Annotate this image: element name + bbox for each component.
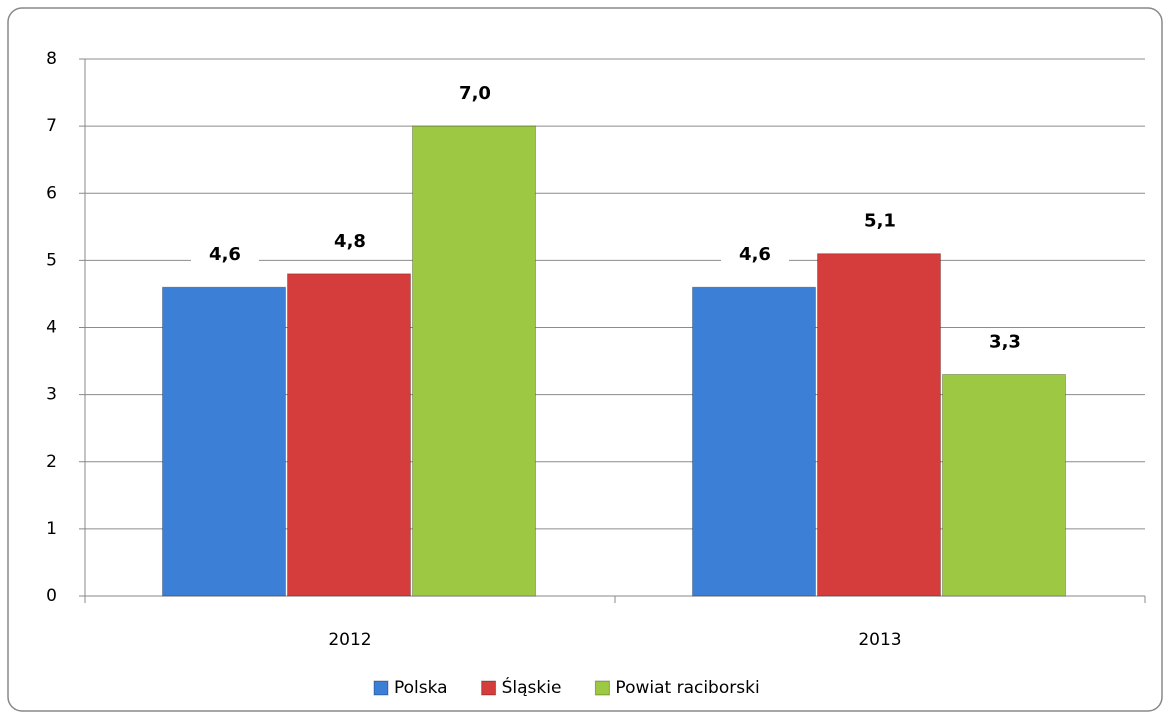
x-tick-label: 2013 xyxy=(858,630,901,650)
legend-label: Powiat raciborski xyxy=(615,678,759,698)
data-label-bg xyxy=(191,241,259,270)
data-label-bg xyxy=(441,80,509,109)
data-label-bg xyxy=(846,207,914,236)
data-label-bg xyxy=(721,241,789,270)
legend-label: Śląskie xyxy=(502,676,562,698)
data-label: 4,8 xyxy=(334,231,366,252)
bar xyxy=(817,253,941,597)
y-tick-label: 6 xyxy=(46,183,57,203)
y-tick-label: 2 xyxy=(46,452,57,472)
y-tick-label: 8 xyxy=(46,49,57,69)
y-tick-label: 3 xyxy=(46,385,57,405)
data-label: 7,0 xyxy=(459,83,491,104)
bar xyxy=(942,373,1066,597)
legend-swatch xyxy=(594,680,610,696)
bar xyxy=(162,286,286,597)
data-label-bg xyxy=(971,328,1039,357)
bar xyxy=(692,286,816,597)
y-tick-label: 5 xyxy=(46,250,57,270)
y-tick-label: 0 xyxy=(46,586,57,606)
data-label: 3,3 xyxy=(989,331,1021,352)
legend-swatch xyxy=(373,680,389,696)
legend-label: Polska xyxy=(394,678,448,698)
legend-swatch xyxy=(481,680,497,696)
data-label-bg xyxy=(316,227,384,256)
y-tick-label: 4 xyxy=(46,318,57,338)
y-tick-label: 7 xyxy=(46,116,57,136)
y-tick-label: 1 xyxy=(46,519,57,539)
data-label: 5,1 xyxy=(864,211,896,232)
data-label: 4,6 xyxy=(739,244,771,265)
bar xyxy=(412,125,536,597)
x-tick-label: 2012 xyxy=(328,630,371,650)
data-label: 4,6 xyxy=(209,244,241,265)
bar xyxy=(287,273,411,597)
